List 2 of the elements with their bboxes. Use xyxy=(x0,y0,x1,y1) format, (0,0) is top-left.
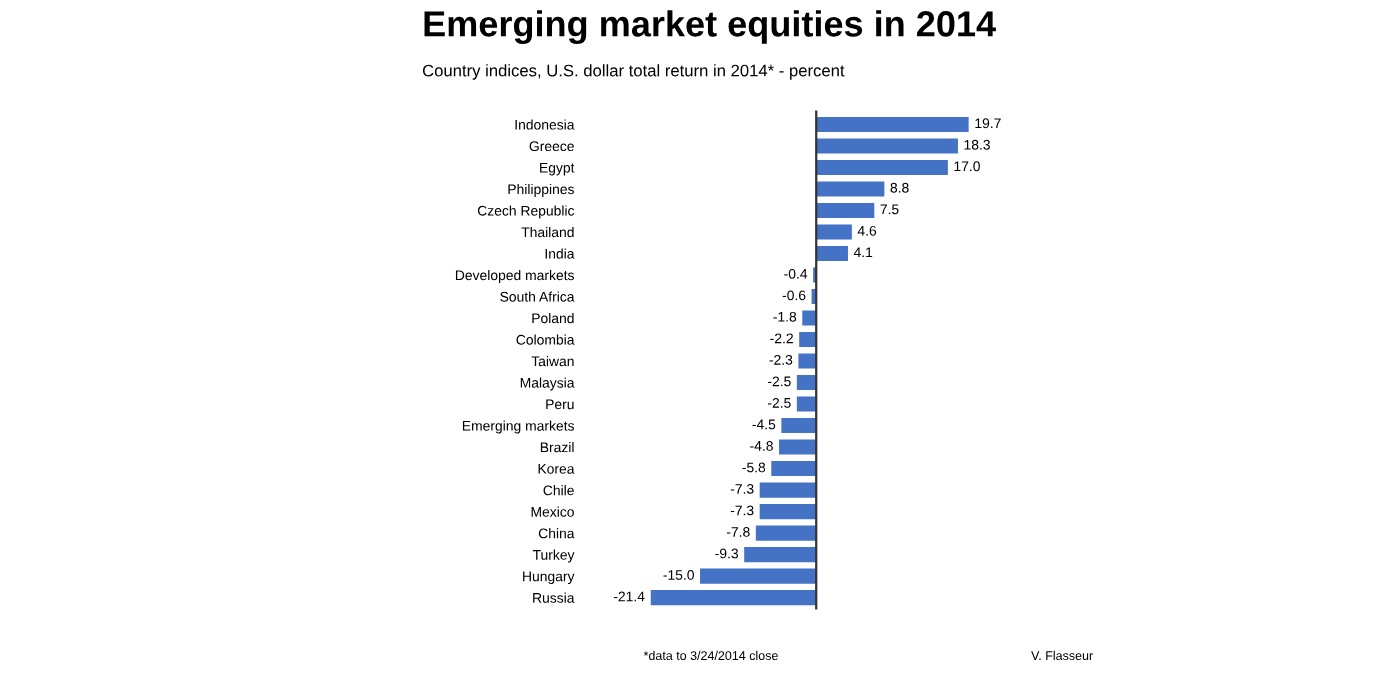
chart-subtitle: Country indices, U.S. dollar total return in 2014* - percent xyxy=(422,64,845,80)
chart-title: Emerging market equities in 2014 xyxy=(424,10,996,44)
